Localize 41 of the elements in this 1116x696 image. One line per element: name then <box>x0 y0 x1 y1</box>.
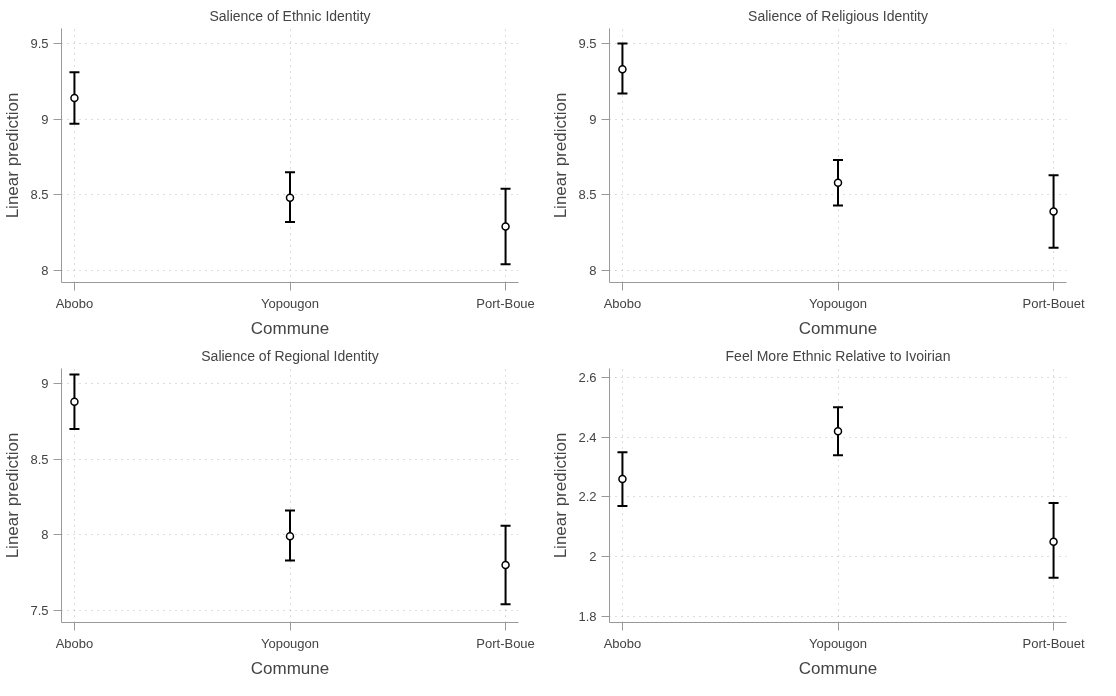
y-tick-label: 2 <box>589 549 597 565</box>
x-tick-label: Yopougon <box>808 635 868 651</box>
y-tick-label: 2.6 <box>578 369 597 385</box>
x-tick-label: Yopougon <box>260 635 320 651</box>
x-axis-title: Commune <box>250 658 330 678</box>
y-tick-label: 8 <box>41 262 49 278</box>
y-axis-title: Linear prediction <box>3 92 23 219</box>
x-tick-label: Yopougon <box>260 295 320 311</box>
y-axis-title: Linear prediction <box>551 92 571 219</box>
y-tick-label: 8.5 <box>30 187 49 203</box>
x-axis-title: Commune <box>798 658 878 678</box>
x-tick-label: Abobo <box>55 295 94 311</box>
chart-title: Salience of Religious Identity <box>748 7 928 24</box>
y-tick-label: 8 <box>41 527 49 543</box>
y-axis-title: Linear prediction <box>3 432 23 559</box>
y-tick-label: 2.4 <box>578 429 597 445</box>
x-tick-label: Abobo <box>603 295 642 311</box>
y-tick-label: 9 <box>41 111 49 127</box>
y-tick-label: 9.5 <box>578 36 597 52</box>
y-axis-title: Linear prediction <box>551 432 571 559</box>
x-tick-label: Abobo <box>603 635 642 651</box>
y-tick-label: 8.5 <box>578 187 597 203</box>
chart-title: Salience of Regional Identity <box>201 347 379 364</box>
x-tick-label: Port-Bouet <box>1022 635 1086 651</box>
x-tick-label: Yopougon <box>808 295 868 311</box>
x-axis-title: Commune <box>250 318 330 338</box>
x-tick-label: Port-Boue <box>476 635 535 651</box>
y-tick-label: 8.5 <box>30 451 49 467</box>
y-tick-label: 9 <box>41 376 49 392</box>
y-tick-label: 8 <box>589 262 597 278</box>
x-tick-label: Port-Bouet <box>1022 295 1086 311</box>
y-tick-label: 7.5 <box>30 602 49 618</box>
x-tick-label: Abobo <box>55 635 94 651</box>
y-tick-label: 2.2 <box>578 489 597 505</box>
y-tick-label: 9.5 <box>30 36 49 52</box>
chart-title: Feel More Ethnic Relative to Ivoirian <box>725 347 951 364</box>
chart-title: Salience of Ethnic Identity <box>209 7 371 24</box>
y-tick-label: 1.8 <box>578 609 597 625</box>
x-axis-title: Commune <box>798 318 878 338</box>
x-tick-label: Port-Boue <box>476 295 535 311</box>
y-tick-label: 9 <box>589 111 597 127</box>
